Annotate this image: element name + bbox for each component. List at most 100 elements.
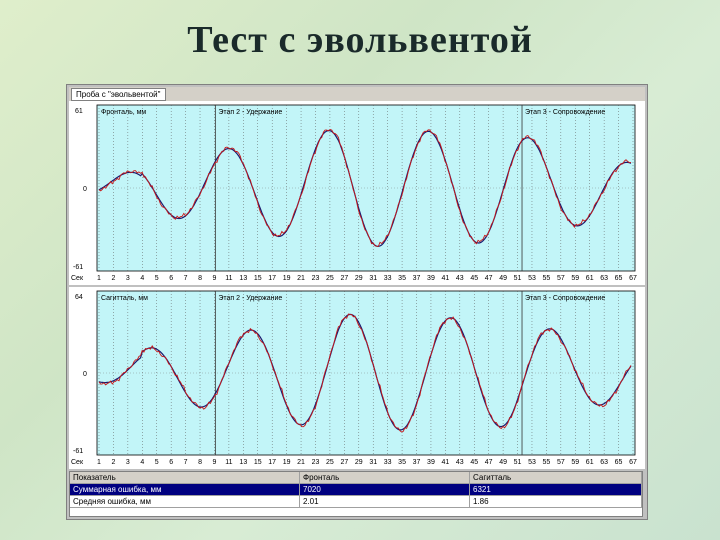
- x-tick-label: 57: [557, 459, 565, 466]
- x-tick-label: 65: [615, 275, 623, 282]
- x-tick-label: 1: [97, 459, 101, 466]
- x-tick-label: 51: [514, 275, 522, 282]
- y-zero-label: 0: [83, 371, 87, 378]
- x-tick-label: 9: [213, 275, 217, 282]
- x-tick-label: 11: [225, 459, 232, 466]
- table-row[interactable]: Суммарная ошибка, мм 7020 6321: [70, 484, 642, 496]
- plot-area: [96, 104, 636, 272]
- tab-bar: Проба с "эвольвентой": [69, 87, 645, 101]
- x-tick-label: 57: [557, 275, 565, 282]
- top-chart-panel: 1 2 3 4 5 6 7 8 9 11 13 15 17 19 21 23 25 27 29 31 33 35 37 39 4…: [69, 101, 645, 285]
- x-tick-label: 27: [340, 275, 348, 282]
- x-tick-label: 11: [225, 275, 232, 282]
- x-unit-label: Сек: [71, 459, 84, 466]
- x-tick-label: 17: [268, 459, 276, 466]
- col-header-frontal[interactable]: Фронталь: [300, 472, 470, 484]
- x-tick-label: 47: [485, 275, 493, 282]
- x-tick-label: 61: [586, 275, 594, 282]
- x-tick-label: 41: [441, 275, 449, 282]
- row-sagittal-value: 1.86: [470, 496, 642, 508]
- x-tick-label: 37: [413, 459, 421, 466]
- x-tick-label: 17: [268, 275, 276, 282]
- x-tick-label: 7: [184, 275, 188, 282]
- x-tick-label: 6: [169, 459, 173, 466]
- x-tick-label: 49: [499, 459, 507, 466]
- x-tick-label: 21: [297, 275, 305, 282]
- col-header-indicator[interactable]: Показатель: [70, 472, 300, 484]
- x-tick-label: 2: [111, 275, 115, 282]
- x-tick-label: 3: [126, 275, 130, 282]
- x-tick-label: 29: [355, 275, 363, 282]
- x-tick-label: 15: [254, 275, 262, 282]
- row-frontal-value: 7020: [300, 484, 470, 496]
- frontal-chart: 1 2 3 4 5 6 7 8 9 11 13 15 17 19 21 23 25 27 29 31 33 35 37 39 4…: [71, 104, 637, 282]
- series-label: Фронталь, мм: [101, 109, 146, 116]
- results-table: Показатель Фронталь Сагитталь Суммарная …: [69, 471, 643, 517]
- x-tick-label: 53: [528, 459, 536, 466]
- x-tick-label: 7: [184, 459, 188, 466]
- x-tick-label: 29: [355, 459, 363, 466]
- x-tick-label: 67: [629, 459, 637, 466]
- x-tick-label: 13: [239, 459, 247, 466]
- x-tick-label: 65: [615, 459, 623, 466]
- x-tick-label: 37: [413, 275, 421, 282]
- x-tick-label: 55: [543, 459, 551, 466]
- x-tick-label: 53: [528, 275, 536, 282]
- table-row[interactable]: Средняя ошибка, мм 2.01 1.86: [70, 496, 642, 508]
- x-tick-label: 19: [283, 459, 291, 466]
- x-tick-label: 45: [470, 459, 478, 466]
- x-tick-label: 9: [213, 459, 217, 466]
- x-tick-label: 39: [427, 459, 435, 466]
- x-tick-label: 6: [169, 275, 173, 282]
- x-tick-label: 61: [586, 459, 594, 466]
- x-tick-label: 25: [326, 459, 334, 466]
- response-trajectory-line: [98, 313, 632, 433]
- x-tick-label: 45: [470, 275, 478, 282]
- table-header-row: Показатель Фронталь Сагитталь: [70, 472, 642, 484]
- x-tick-label: 1: [97, 275, 101, 282]
- x-tick-label: 35: [398, 275, 406, 282]
- x-tick-label: 59: [571, 459, 579, 466]
- tab-test[interactable]: Проба с "эвольвентой": [71, 88, 166, 101]
- row-sagittal-value: 6321: [470, 484, 642, 496]
- x-tick-label: 43: [456, 459, 464, 466]
- x-tick-label: 13: [239, 275, 247, 282]
- x-tick-label: 49: [499, 275, 507, 282]
- x-tick-label: 63: [600, 459, 608, 466]
- y-min-label: -61: [73, 264, 83, 271]
- stage3-label: Этап 3 - Сопровождение: [525, 109, 605, 116]
- x-tick-label: 31: [369, 275, 377, 282]
- x-tick-label: 25: [326, 275, 334, 282]
- x-tick-label: 35: [398, 459, 406, 466]
- x-tick-label: 41: [441, 459, 449, 466]
- x-tick-label: 59: [571, 275, 579, 282]
- series-label: Сагитталь, мм: [101, 295, 148, 302]
- sagittal-chart: 1 2 3 4 5 6 7 8 9 11 13 15 17 19 21 23 25 27 29 31 33 35 37 39 4…: [71, 290, 637, 466]
- slide-title: Тест с эвольвентой: [187, 19, 533, 61]
- col-header-sagittal[interactable]: Сагитталь: [470, 472, 642, 484]
- x-tick-label: 5: [155, 275, 159, 282]
- plot-area: [96, 290, 636, 456]
- x-tick-label: 55: [543, 275, 551, 282]
- x-tick-label: 63: [600, 275, 608, 282]
- x-tick-label: 31: [369, 459, 377, 466]
- x-tick-label: 2: [111, 459, 115, 466]
- x-tick-label: 4: [140, 275, 144, 282]
- x-tick-label: 19: [283, 275, 291, 282]
- y-max-label: 61: [75, 108, 83, 115]
- row-frontal-value: 2.01: [300, 496, 470, 508]
- x-unit-label: Сек: [71, 275, 84, 282]
- x-tick-label: 4: [140, 459, 144, 466]
- x-tick-label: 67: [629, 275, 637, 282]
- row-name: Средняя ошибка, мм: [70, 496, 300, 508]
- x-tick-label: 5: [155, 459, 159, 466]
- bottom-chart-panel: 1 2 3 4 5 6 7 8 9 11 13 15 17 19 21 23 25 27 29 31 33 35 37 39 4…: [69, 287, 645, 469]
- x-tick-label: 39: [427, 275, 435, 282]
- x-tick-label: 27: [340, 459, 348, 466]
- x-tick-label: 23: [312, 459, 320, 466]
- stage2-label: Этап 2 - Удержание: [218, 295, 282, 302]
- x-tick-label: 21: [297, 459, 305, 466]
- y-min-label: -61: [73, 448, 83, 455]
- y-max-label: 64: [75, 294, 83, 301]
- x-tick-label: 33: [384, 275, 392, 282]
